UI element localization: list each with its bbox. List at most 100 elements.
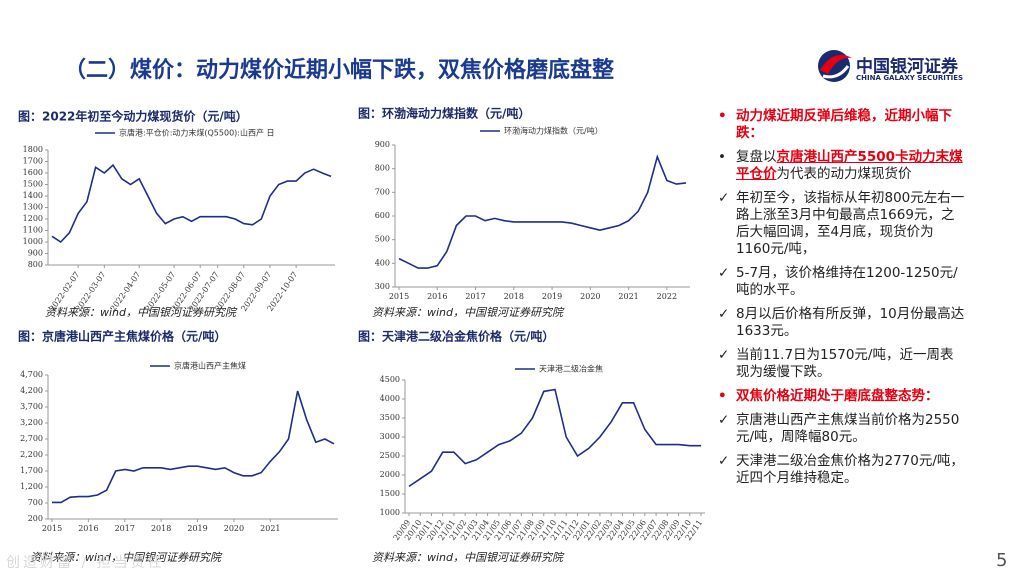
y-tick-label: 1,700 xyxy=(20,466,43,475)
y-tick-label: 2000 xyxy=(380,470,400,479)
y-tick-label: 1700 xyxy=(23,157,43,166)
page-number: 5 xyxy=(996,550,1008,571)
x-tick-label: 2018 xyxy=(151,524,171,533)
slide-title: （二）煤价：动力煤价近期小幅下跌，双焦价格磨底盘整 xyxy=(64,58,615,83)
footer-motto: 创造财富 / 担当责任 xyxy=(6,555,165,571)
bullet-text: 双焦价格近期处于磨底盘整态势： xyxy=(736,388,939,404)
y-tick-label: 1500 xyxy=(380,489,400,498)
x-tick-label: 2021 xyxy=(260,524,280,533)
chart-title: 图：京唐港山西产主焦煤价格（元/吨） xyxy=(18,329,226,344)
logo-subtext: CHINA GALAXY SECURITIES xyxy=(856,74,964,82)
legend-label: 天津港二级冶金焦 xyxy=(539,364,603,374)
chart: 图：京唐港山西产主焦煤价格（元/吨） 资料来源：wind，中国银河证券研究院 京唐港… xyxy=(18,329,338,564)
y-tick-label: 3,200 xyxy=(20,418,43,427)
data-line xyxy=(51,163,332,244)
logo-text: 中国银河证券 xyxy=(856,57,958,77)
chart-source: 资料来源：wind，中国银河证券研究院 xyxy=(45,306,238,319)
y-tick-label: 600 xyxy=(375,211,390,220)
bullet-text: 复盘以 xyxy=(736,149,777,165)
legend-label: 京唐港山西产主焦煤 xyxy=(174,361,246,371)
y-tick-label: 1800 xyxy=(23,145,43,154)
x-tick-label: 2021 xyxy=(618,292,638,301)
logo-icon xyxy=(818,50,852,82)
x-tick-label: 2016 xyxy=(78,524,98,533)
chart-source: 资料来源：wind，中国银河证券研究院 xyxy=(30,551,223,564)
y-tick-label: 3500 xyxy=(380,413,400,422)
x-tick-label: 2017 xyxy=(115,524,135,533)
bullet: 双焦价格近期处于磨底盘整态势： xyxy=(716,388,966,405)
bullet: 京唐港山西产主焦煤当前价格为2550元/吨，周降幅80元。 xyxy=(716,412,966,446)
y-tick-label: 900 xyxy=(375,140,390,149)
x-tick-label: 2016 xyxy=(427,292,447,301)
y-tick-label: 1000 xyxy=(380,508,400,517)
bullet-text: 当前11.7日为1570元/吨，近一周表现为缓慢下跌。 xyxy=(736,347,954,380)
y-tick-label: 400 xyxy=(375,258,390,267)
bullet-text: 京唐港山西产主焦煤当前价格为2550元/吨，周降幅80元。 xyxy=(736,412,960,445)
y-tick-label: 700 xyxy=(28,498,43,507)
y-tick-label: 2,200 xyxy=(20,450,43,459)
x-tick-label: 2015 xyxy=(42,524,62,533)
y-tick-label: 800 xyxy=(375,164,390,173)
bullet: 5-7月，该价格维持在1200-1250元/吨的水平。 xyxy=(716,265,966,299)
data-line xyxy=(408,388,701,488)
x-tick-label: 2018 xyxy=(504,292,524,301)
y-tick-label: 700 xyxy=(375,187,390,196)
chart: 图：天津港二级冶金焦价格（元/吨） 资料来源：wind，中国银河证券研究院 天津港二… xyxy=(358,329,705,564)
x-tick-label: 2017 xyxy=(465,292,485,301)
y-tick-label: 3000 xyxy=(380,432,400,441)
bullet: 天津港二级冶金焦价格为2770元/吨，近四个月维持稳定。 xyxy=(716,453,966,487)
y-tick-label: 4,200 xyxy=(20,386,43,395)
legend-label: 京唐港:平仓价:动力末煤(Q5500):山西产 日 xyxy=(119,128,275,138)
legend-label: 环渤海动力煤指数（元/吨） xyxy=(504,126,603,136)
bullet: 动力煤近期反弹后维稳，近期小幅下跌： xyxy=(716,108,966,142)
bullet: 年初至今，该指标从年初800元左右一路上涨至3月中旬最高点1669元，之后大幅回… xyxy=(716,190,966,258)
y-tick-label: 200 xyxy=(28,514,43,523)
chart-title: 图：2022年初至今动力煤现货价（元/吨） xyxy=(18,109,248,124)
chart: 图：环渤海动力煤指数（元/吨） 资料来源：wind，中国银河证券研究院 环渤海动力煤… xyxy=(358,106,690,319)
y-tick-label: 4000 xyxy=(380,394,400,403)
y-tick-label: 1400 xyxy=(23,191,43,200)
y-tick-label: 4500 xyxy=(380,375,400,384)
y-tick-label: 1600 xyxy=(23,168,43,177)
y-tick-label: 1500 xyxy=(23,180,43,189)
y-tick-label: 300 xyxy=(375,282,390,291)
chart: 图：2022年初至今动力煤现货价（元/吨） 资料来源：wind，中国银河证券研究院… xyxy=(18,109,335,319)
bullet-text: 5-7月，该价格维持在1200-1250元/吨的水平。 xyxy=(736,265,958,298)
bullet-list: 动力煤近期反弹后维稳，近期小幅下跌： 复盘以京唐港山西产5500卡动力末煤平仓价为… xyxy=(716,108,966,494)
chart-title: 图：环渤海动力煤指数（元/吨） xyxy=(358,106,530,121)
y-tick-label: 800 xyxy=(28,260,43,269)
bullet-text: 动力煤近期反弹后维稳，近期小幅下跌： xyxy=(736,108,952,141)
x-tick-label: 2019 xyxy=(542,292,562,301)
bullet-text: 京唐港山西产5500卡动力末煤平仓价 xyxy=(736,149,963,182)
x-tick-label: 2022 xyxy=(657,292,677,301)
bullet-text: 天津港二级冶金焦价格为2770元/吨，近四个月维持稳定。 xyxy=(736,453,964,486)
y-tick-label: 1100 xyxy=(23,226,43,235)
y-tick-label: 2500 xyxy=(380,451,400,460)
y-tick-label: 900 xyxy=(28,249,43,258)
y-tick-label: 500 xyxy=(375,235,390,244)
y-tick-label: 2,700 xyxy=(20,434,43,443)
x-tick-label: 2020 xyxy=(580,292,600,301)
data-line xyxy=(398,154,687,269)
y-tick-label: 1,200 xyxy=(20,482,43,491)
chart-title: 图：天津港二级冶金焦价格（元/吨） xyxy=(358,329,554,344)
bullet-text: 年初至今，该指标从年初800元左右一路上涨至3月中旬最高点1669元，之后大幅回… xyxy=(736,190,965,257)
bullet-text: 为代表的动力煤现货价 xyxy=(776,166,912,182)
y-tick-label: 4,700 xyxy=(20,370,43,379)
y-tick-label: 1000 xyxy=(23,237,43,246)
x-tick-label: 2019 xyxy=(187,524,207,533)
y-tick-label: 1200 xyxy=(23,214,43,223)
bullet: 8月以后价格有所反弹，10月份最高达1633元。 xyxy=(716,306,966,340)
bullet: 当前11.7日为1570元/吨，近一周表现为缓慢下跌。 xyxy=(716,347,966,381)
data-line xyxy=(52,390,335,504)
bullet: 复盘以京唐港山西产5500卡动力末煤平仓价为代表的动力煤现货价 xyxy=(716,149,966,183)
y-tick-label: 3,700 xyxy=(20,402,43,411)
x-tick-label: 2020 xyxy=(224,524,244,533)
bullet-text: 8月以后价格有所反弹，10月份最高达1633元。 xyxy=(736,306,965,339)
y-tick-label: 1300 xyxy=(23,203,43,212)
x-tick-label: 2015 xyxy=(389,292,409,301)
chart-source: 资料来源：wind，中国银河证券研究院 xyxy=(372,551,565,564)
chart-source: 资料来源：wind，中国银河证券研究院 xyxy=(372,306,565,319)
